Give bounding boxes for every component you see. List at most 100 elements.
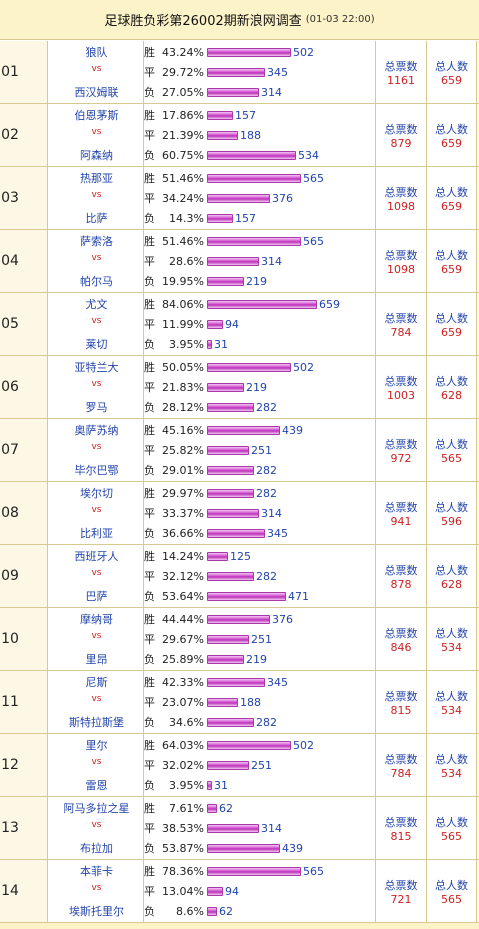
home-team-link[interactable]: 狼队 — [85, 46, 108, 59]
total-votes-label: 总票数 — [384, 753, 418, 766]
win-bar — [207, 362, 291, 372]
lose-label: 负 — [144, 149, 155, 162]
draw-label: 平 — [144, 759, 155, 772]
lose-bar — [207, 528, 265, 538]
away-team-link[interactable]: 帕尔马 — [80, 275, 113, 288]
vs-label: vs — [91, 631, 102, 641]
lose-line: 负 36.66% 345 — [144, 523, 376, 543]
match-teams: 奥萨苏纳 vs 毕尔巴鄂 — [47, 419, 144, 481]
win-count: 282 — [256, 486, 277, 500]
lose-label: 负 — [144, 779, 155, 792]
match-row: 12 里尔 vs 雷恩 胜 64.03% 502 平 32.02% 251 负 … — [0, 734, 479, 797]
match-teams: 本菲卡 vs 埃斯托里尔 — [47, 860, 144, 922]
home-team-link[interactable]: 本菲卡 — [80, 865, 113, 878]
vs-label: vs — [91, 253, 102, 263]
total-users-value: 628 — [441, 389, 462, 402]
home-team-link[interactable]: 埃尔切 — [80, 487, 113, 500]
vote-bars: 胜 43.24% 502 平 29.72% 345 负 27.05% 314 — [144, 41, 376, 103]
match-teams: 埃尔切 vs 比利亚 — [47, 482, 144, 544]
match-teams: 尼斯 vs 斯特拉斯堡 — [47, 671, 144, 733]
total-votes-cell: 总票数 878 — [376, 545, 427, 607]
lose-bar — [207, 213, 233, 223]
draw-count: 219 — [246, 380, 267, 394]
vote-bars: 胜 51.46% 565 平 28.6% 314 负 19.95% 219 — [144, 230, 376, 292]
total-users-cell: 总人数 628 — [427, 545, 477, 607]
away-team-link[interactable]: 埃斯托里尔 — [69, 905, 124, 918]
away-team-link[interactable]: 西汉姆联 — [74, 86, 119, 99]
away-team-link[interactable]: 巴萨 — [85, 590, 108, 603]
home-team-link[interactable]: 热那亚 — [80, 172, 113, 185]
lose-percent: 29.01% — [162, 463, 204, 477]
win-bar — [207, 866, 301, 876]
match-number: 04 — [1, 253, 19, 269]
home-team-link[interactable]: 奥萨苏纳 — [74, 424, 119, 437]
draw-bar — [207, 382, 244, 392]
home-team-link[interactable]: 尼斯 — [85, 676, 108, 689]
away-team-link[interactable]: 比萨 — [85, 212, 108, 225]
match-row: 02 伯恩茅斯 vs 阿森纳 胜 17.86% 157 平 21.39% 188… — [0, 104, 479, 167]
total-votes-value: 941 — [390, 515, 412, 528]
away-team-link[interactable]: 阿森纳 — [80, 149, 113, 162]
match-row: 11 尼斯 vs 斯特拉斯堡 胜 42.33% 345 平 23.07% 188… — [0, 671, 479, 734]
home-team-link[interactable]: 伯恩茅斯 — [74, 109, 119, 122]
away-team-link[interactable]: 罗马 — [85, 401, 108, 414]
lose-count: 345 — [267, 526, 288, 540]
away-team-link[interactable]: 雷恩 — [85, 779, 108, 792]
total-votes-value: 878 — [390, 578, 412, 591]
home-team-link[interactable]: 阿马多拉之星 — [63, 802, 130, 815]
lose-label: 负 — [144, 716, 155, 729]
win-bar — [207, 740, 291, 750]
win-label: 胜 — [144, 361, 155, 374]
lose-label: 负 — [144, 464, 155, 477]
away-team-link[interactable]: 莱切 — [85, 338, 108, 351]
total-votes-value: 721 — [390, 893, 412, 906]
home-team-link[interactable]: 西班牙人 — [74, 550, 119, 563]
away-team-link[interactable]: 斯特拉斯堡 — [69, 716, 124, 729]
match-row: 07 奥萨苏纳 vs 毕尔巴鄂 胜 45.16% 439 平 25.82% 25… — [0, 419, 479, 482]
win-label: 胜 — [144, 487, 155, 500]
match-number: 07 — [1, 442, 19, 458]
draw-percent: 29.67% — [162, 632, 204, 646]
win-bar — [207, 425, 280, 435]
total-users-label: 总人数 — [435, 690, 468, 703]
home-team-link[interactable]: 尤文 — [85, 298, 108, 311]
win-label: 胜 — [144, 865, 155, 878]
win-percent: 29.97% — [162, 486, 204, 500]
match-number: 06 — [1, 379, 19, 395]
lose-label: 负 — [144, 590, 155, 603]
away-team-link[interactable]: 里昂 — [85, 653, 108, 666]
draw-bar — [207, 823, 259, 833]
match-row: 03 热那亚 vs 比萨 胜 51.46% 565 平 34.24% 376 负… — [0, 167, 479, 230]
home-team-link[interactable]: 摩纳哥 — [80, 613, 113, 626]
total-users-label: 总人数 — [435, 564, 468, 577]
total-votes-value: 1098 — [387, 200, 415, 213]
vote-bars: 胜 84.06% 659 平 11.99% 94 负 3.95% 31 — [144, 293, 376, 355]
win-percent: 45.16% — [162, 423, 204, 437]
away-team-link[interactable]: 布拉加 — [80, 842, 113, 855]
vs-label: vs — [91, 505, 102, 515]
home-team-link[interactable]: 萨索洛 — [80, 235, 113, 248]
draw-bar — [207, 697, 238, 707]
total-votes-cell: 总票数 1098 — [376, 230, 427, 292]
total-users-label: 总人数 — [435, 186, 468, 199]
total-votes-cell: 总票数 1003 — [376, 356, 427, 418]
match-number: 09 — [1, 568, 19, 584]
vs-label: vs — [91, 568, 102, 578]
draw-line: 平 21.83% 219 — [144, 377, 376, 397]
win-line: 胜 14.24% 125 — [144, 546, 376, 566]
win-bar — [207, 803, 217, 813]
total-users-cell: 总人数 534 — [427, 608, 477, 670]
total-votes-label: 总票数 — [384, 879, 418, 892]
win-percent: 43.24% — [162, 45, 204, 59]
draw-line: 平 33.37% 314 — [144, 503, 376, 523]
total-votes-value: 879 — [390, 137, 412, 150]
home-team-link[interactable]: 里尔 — [85, 739, 108, 752]
win-count: 125 — [230, 549, 251, 563]
total-votes-label: 总票数 — [384, 564, 418, 577]
away-team-link[interactable]: 毕尔巴鄂 — [74, 464, 119, 477]
home-team-link[interactable]: 亚特兰大 — [74, 361, 119, 374]
lose-percent: 3.95% — [169, 337, 204, 351]
away-team-link[interactable]: 比利亚 — [80, 527, 113, 540]
draw-line: 平 23.07% 188 — [144, 692, 376, 712]
